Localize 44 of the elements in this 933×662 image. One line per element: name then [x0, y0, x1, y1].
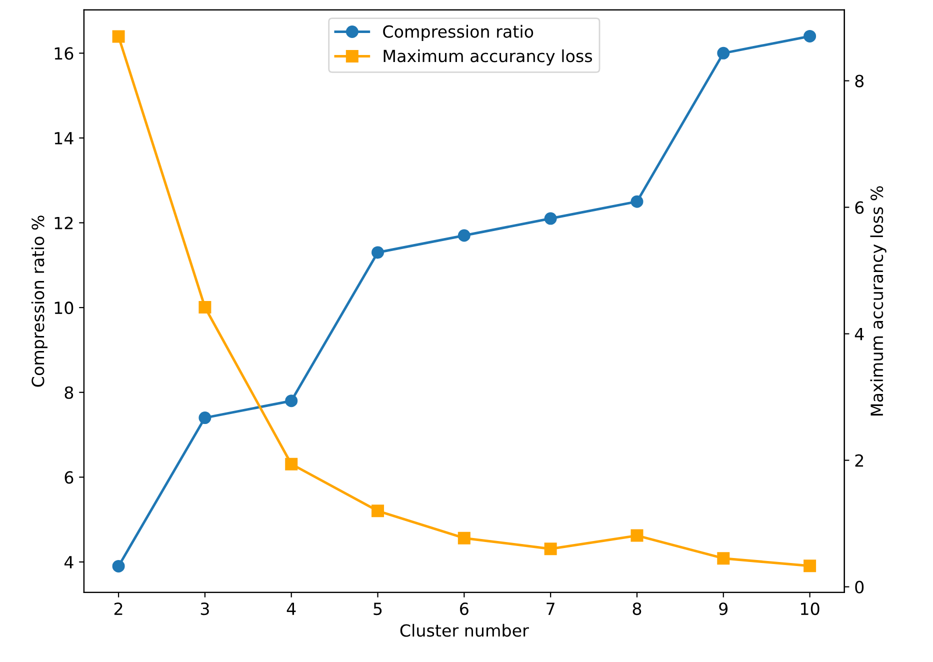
x-tick-label: 7: [546, 602, 554, 615]
y-tick-label: 4: [64, 556, 74, 568]
y-tick-label: 8: [64, 386, 74, 399]
point: [804, 30, 816, 42]
point: [804, 560, 816, 572]
y2-tick-label: 6: [855, 201, 864, 214]
y2-tick-label: 8: [855, 74, 864, 88]
point: [630, 529, 644, 542]
y2-axis-title: Maximum accurancy loss %: [870, 186, 886, 416]
point: [544, 542, 557, 556]
point: [372, 246, 384, 259]
point: [458, 532, 470, 544]
point: [198, 300, 212, 314]
y-tick-label: 12: [54, 216, 73, 230]
y2-tick-label: 4: [854, 328, 864, 340]
point: [544, 212, 557, 225]
point: [372, 504, 384, 518]
x-tick-label: 9: [719, 602, 728, 616]
x-tick-label: 5: [374, 602, 382, 616]
y-axis-title: Compression ratio %: [31, 216, 48, 387]
x-tick-label: 2: [114, 602, 122, 615]
legend-label: Compression ratio: [383, 24, 534, 42]
x-tick-label: 6: [460, 602, 468, 616]
point: [717, 46, 730, 60]
x-tick-label: 8: [632, 602, 642, 616]
x-tick-label: 10: [801, 602, 820, 616]
point: [285, 458, 298, 470]
y-tick-label: 14: [54, 132, 74, 144]
point: [458, 229, 470, 242]
point: [198, 412, 212, 424]
point: [285, 394, 298, 408]
y-tick-label: 6: [64, 471, 74, 484]
point: [112, 560, 125, 572]
x-tick-label: 3: [200, 602, 209, 616]
x-axis-title: Cluster number: [400, 624, 529, 637]
y-tick-label: 16: [54, 47, 74, 60]
x-tick-label: 4: [286, 602, 296, 615]
y2-tick-label: 0: [855, 580, 864, 594]
legend-label: Maximum accurancy loss: [384, 49, 592, 66]
y2-tick-label: 2: [855, 454, 864, 467]
point: [112, 30, 125, 43]
point: [717, 552, 730, 565]
point: [630, 195, 644, 208]
y-tick-label: 10: [54, 302, 74, 314]
